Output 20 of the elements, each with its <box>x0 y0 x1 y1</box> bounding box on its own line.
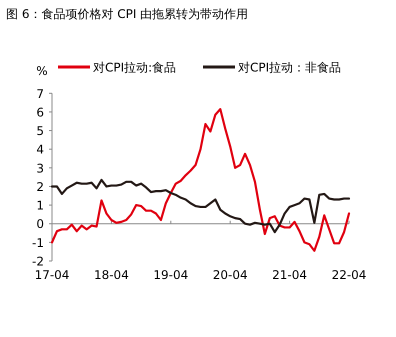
legend-label: 对CPI拉动：非食品 <box>238 60 342 74</box>
x-tick-label: 22-04 <box>332 268 366 282</box>
title: 图 6：食品项价格对 CPI 由拖累转为带动作用 <box>6 7 248 21</box>
y-tick-label: 5 <box>36 124 44 138</box>
x-tick-label: 17-04 <box>34 268 70 282</box>
y-tick-label: 7 <box>36 86 44 101</box>
x-tick-label: 21-04 <box>272 268 308 282</box>
y-axis-title: % <box>36 64 48 78</box>
y-tick-label: 2 <box>36 180 44 194</box>
y-tick-label: 0 <box>36 217 44 232</box>
y-tick-label: 4 <box>36 142 44 157</box>
y-tick-label: 3 <box>36 161 44 176</box>
y-tick-label: -2 <box>32 254 44 268</box>
x-tick-label: 19-04 <box>153 268 188 282</box>
legend-label: 对CPI拉动:食品 <box>93 60 176 74</box>
x-tick-label: 20-04 <box>212 268 248 282</box>
y-tick-label: 1 <box>36 198 44 213</box>
x-tick-label: 18-04 <box>94 268 129 282</box>
y-tick-label: 6 <box>36 105 44 120</box>
y-tick-label: -1 <box>32 236 44 250</box>
